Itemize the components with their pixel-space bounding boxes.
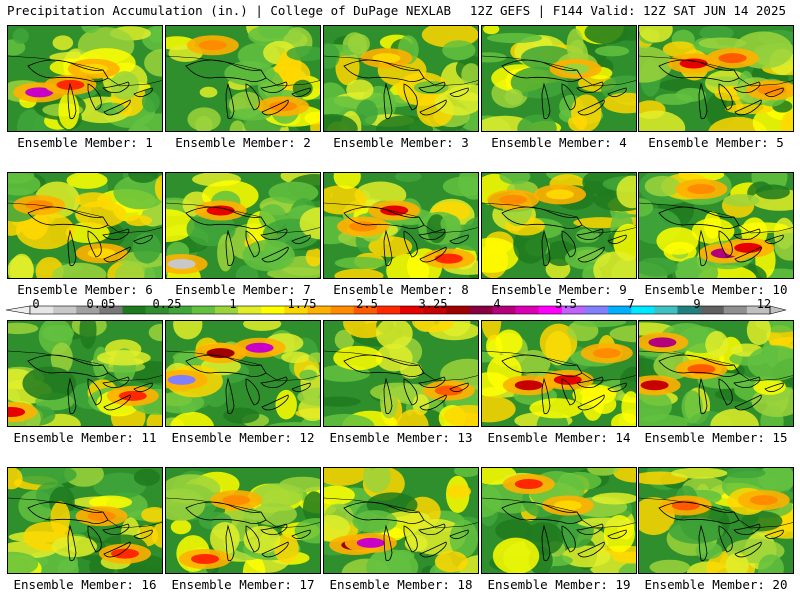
colorbar-swatch <box>700 306 725 314</box>
panel-label-6: Ensemble Member: 6 <box>17 282 153 297</box>
map-panel-12 <box>165 320 321 427</box>
colorbar-swatch <box>261 306 285 314</box>
colorbar-swatch <box>145 306 170 314</box>
map-panel-13 <box>323 320 479 427</box>
map-panel-5 <box>638 25 794 132</box>
colorbar-swatch <box>723 306 748 314</box>
colorbar-swatch <box>538 306 563 314</box>
colorbar-swatch <box>99 306 123 314</box>
map-panel-7 <box>165 172 321 279</box>
map-panel-1 <box>7 25 163 132</box>
valid-time: 12Z GEFS | F144 Valid: 12Z SAT JUN 14 20… <box>469 3 786 18</box>
colorbar-tick-label: 9 <box>693 297 701 311</box>
panel-label-8: Ensemble Member: 8 <box>333 282 469 297</box>
colorbar-swatch <box>400 306 424 314</box>
colorbar-swatch <box>561 306 586 314</box>
colorbar-tick-label: 0.05 <box>86 297 116 311</box>
colorbar-swatch <box>122 306 146 314</box>
map-panel-2 <box>165 25 321 132</box>
map-panel-10 <box>638 172 794 279</box>
panel-label-3: Ensemble Member: 3 <box>333 135 469 150</box>
colorbar-tick-label: 1.75 <box>287 297 317 311</box>
panel-label-2: Ensemble Member: 2 <box>175 135 311 150</box>
chart-title: Precipitation Accumulation (in.) | Colle… <box>7 3 452 18</box>
panel-label-18: Ensemble Member: 18 <box>329 577 473 592</box>
panel-label-17: Ensemble Member: 17 <box>171 577 315 592</box>
colorbar-tick-label: 2.5 <box>356 297 378 311</box>
panel-label-19: Ensemble Member: 19 <box>487 577 631 592</box>
colorbar-swatch <box>492 306 516 314</box>
colorbar-swatch <box>238 306 262 314</box>
map-panel-4 <box>481 25 637 132</box>
map-panel-3 <box>323 25 479 132</box>
panel-label-4: Ensemble Member: 4 <box>491 135 627 150</box>
colorbar-swatch <box>168 306 193 314</box>
map-panel-18 <box>323 467 479 574</box>
map-panel-20 <box>638 467 794 574</box>
colorbar-swatch <box>677 306 701 314</box>
colorbar-swatch <box>376 306 401 314</box>
panel-label-9: Ensemble Member: 9 <box>491 282 627 297</box>
colorbar-swatch <box>53 306 77 314</box>
panel-label-13: Ensemble Member: 13 <box>329 430 473 445</box>
colorbar-swatch <box>307 306 331 314</box>
colorbar-swatch <box>654 306 678 314</box>
map-panel-9 <box>481 172 637 279</box>
panel-label-11: Ensemble Member: 11 <box>13 430 157 445</box>
colorbar-tick-label: 3.25 <box>418 297 448 311</box>
colorbar-tick-label: 4 <box>493 297 501 311</box>
colorbar-swatch <box>284 306 308 314</box>
panel-label-5: Ensemble Member: 5 <box>648 135 784 150</box>
colorbar-arrow-right <box>769 305 787 315</box>
panel-label-20: Ensemble Member: 20 <box>644 577 788 592</box>
panel-label-14: Ensemble Member: 14 <box>487 430 631 445</box>
colorbar-tick-label: 12 <box>756 297 772 311</box>
colorbar-swatch <box>585 306 609 314</box>
colorbar-swatch <box>76 306 100 314</box>
panel-label-16: Ensemble Member: 16 <box>13 577 157 592</box>
colorbar-swatch <box>353 306 378 314</box>
colorbar-swatch <box>423 306 447 314</box>
colorbar-swatch <box>446 306 470 314</box>
map-panel-17 <box>165 467 321 574</box>
colorbar-tick-label: 7 <box>627 297 635 311</box>
panel-label-1: Ensemble Member: 1 <box>17 135 153 150</box>
colorbar <box>0 297 800 317</box>
colorbar-tick-label: 0.25 <box>152 297 182 311</box>
colorbar-swatch <box>631 306 655 314</box>
colorbar-tick-label: 5.5 <box>555 297 577 311</box>
map-panel-6 <box>7 172 163 279</box>
panel-label-7: Ensemble Member: 7 <box>175 282 311 297</box>
colorbar-swatch <box>469 306 493 314</box>
panel-label-10: Ensemble Member: 10 <box>644 282 788 297</box>
colorbar-swatch <box>191 306 216 314</box>
map-panel-8 <box>323 172 479 279</box>
map-panel-19 <box>481 467 637 574</box>
colorbar-tick-label: 1 <box>229 297 237 311</box>
colorbar-tick-label: 0 <box>32 297 40 311</box>
colorbar-swatch <box>608 306 632 314</box>
panel-label-12: Ensemble Member: 12 <box>171 430 315 445</box>
colorbar-swatch <box>330 306 355 314</box>
colorbar-swatch <box>30 306 54 314</box>
colorbar-swatch <box>215 306 239 314</box>
map-panel-14 <box>481 320 637 427</box>
map-panel-11 <box>7 320 163 427</box>
colorbar-arrow-left <box>5 305 31 315</box>
colorbar-swatch <box>746 306 771 314</box>
panel-label-15: Ensemble Member: 15 <box>644 430 788 445</box>
colorbar-swatch <box>515 306 540 314</box>
map-panel-15 <box>638 320 794 427</box>
map-panel-16 <box>7 467 163 574</box>
